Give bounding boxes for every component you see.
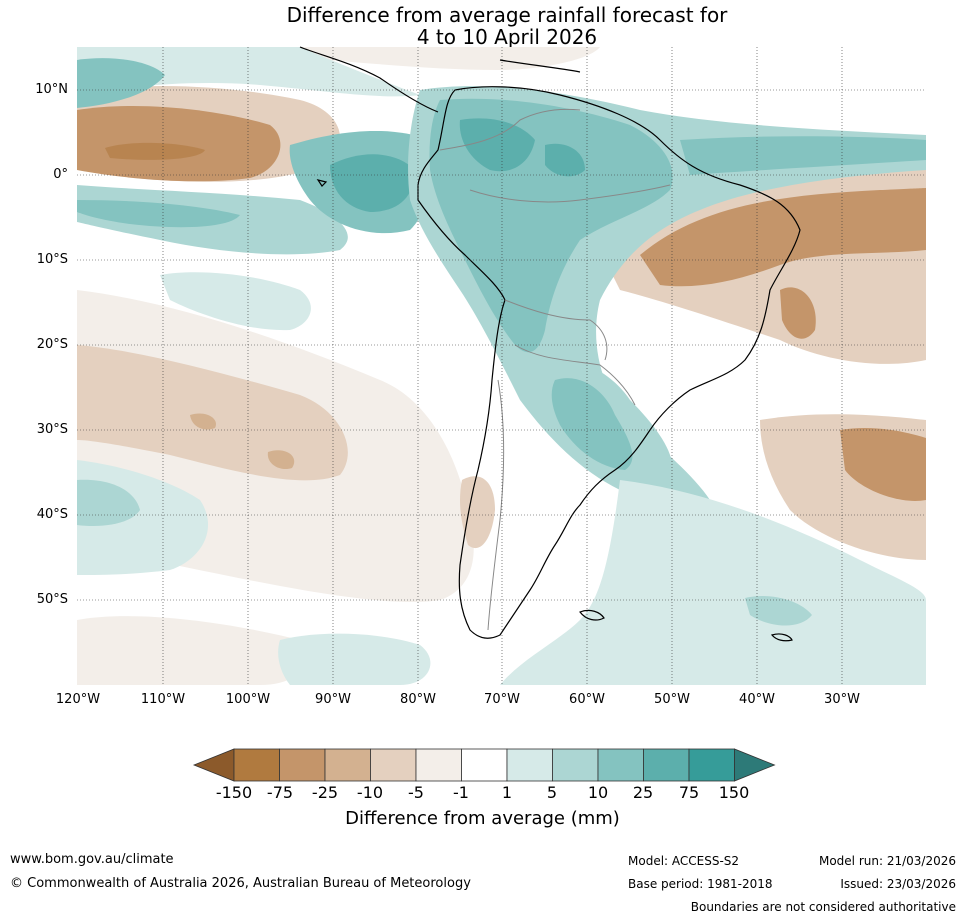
lon-label-120w: 120°W xyxy=(55,692,101,707)
lon-label-50w: 50°W xyxy=(654,692,690,707)
anomaly-wet-south-pacific-patch xyxy=(278,633,431,685)
coastline-cuba xyxy=(499,59,581,73)
colorbar-swatch xyxy=(506,748,553,782)
lat-label-10n: 10°N xyxy=(35,82,68,97)
anomaly-dry-pacific-mid xyxy=(77,345,348,481)
coastline-falklands xyxy=(579,609,605,621)
colorbar-tick-label: 25 xyxy=(632,783,654,802)
lon-label-110w: 110°W xyxy=(140,692,186,707)
borders-group xyxy=(439,108,671,631)
anomaly-wet-east-brazil-band xyxy=(680,136,926,175)
colorbar-swatch xyxy=(552,748,599,782)
footer-model-run: Model run: 21/03/2026 xyxy=(818,854,956,868)
colorbar-tick-label: -1 xyxy=(453,783,469,802)
anomaly-dry-patch-b xyxy=(267,450,295,470)
anomaly-wet-south-atlantic-patch xyxy=(745,595,812,626)
anomaly-dry-chile-south xyxy=(460,476,495,549)
colorbar-swatch xyxy=(688,748,735,782)
coastline-group xyxy=(299,46,801,642)
lat-label-40s: 40°S xyxy=(36,507,68,522)
anomaly-dry-equatorial-pacific-core xyxy=(105,142,205,160)
lat-label-10s: 10°S xyxy=(36,252,68,267)
anomaly-wet-central-pacific xyxy=(160,272,311,331)
colorbar-arrow-right xyxy=(734,748,776,782)
lon-label-80w: 80°W xyxy=(400,692,436,707)
lon-label-90w: 90°W xyxy=(315,692,351,707)
border-3 xyxy=(514,344,636,406)
colorbar-swatch xyxy=(643,748,690,782)
rainfall-map-area xyxy=(77,47,926,685)
anomaly-dry-atlantic-inner xyxy=(640,188,926,287)
anomaly-wet-itcz-east-pacific-core xyxy=(330,154,415,212)
footer-issued: Issued: 23/03/2026 xyxy=(840,877,956,891)
colorbar-title: Difference from average (mm) xyxy=(345,808,620,829)
border-1 xyxy=(469,184,671,203)
colorbar-tick-label: -10 xyxy=(356,783,384,802)
footer-model: Model: ACCESS-S2 xyxy=(628,854,740,868)
anomaly-dry-atlantic-south-core xyxy=(840,427,926,501)
anomaly-wet-equatorial-pacific-core xyxy=(77,200,240,228)
title-line-2: 4 to 10 April 2026 xyxy=(416,25,598,49)
coastline-south-america xyxy=(417,86,801,639)
colorbar-swatch xyxy=(415,748,462,782)
colorbar-tick-label: 1 xyxy=(501,783,513,802)
anomaly-wet-plata-core xyxy=(551,378,633,470)
lat-label-50s: 50°S xyxy=(36,592,68,607)
border-5 xyxy=(439,108,581,151)
colorbar-tick-label: 75 xyxy=(678,783,700,802)
colorbar-tick-label: 150 xyxy=(718,783,750,802)
lon-label-60w: 60°W xyxy=(569,692,605,707)
lat-label-0: 0° xyxy=(53,167,68,182)
lon-label-30w: 30°W xyxy=(824,692,860,707)
map-title: Difference from average rainfall forecas… xyxy=(0,4,965,48)
footer-url[interactable]: www.bom.gov.au/climate xyxy=(10,852,174,867)
anomaly-dry-equatorial-pacific-inner xyxy=(77,105,281,182)
lon-label-40w: 40°W xyxy=(739,692,775,707)
anomaly-wet-northwest-patch xyxy=(77,58,165,108)
coastline-south-georgia xyxy=(770,633,793,642)
footer-boundaries-note: Boundaries are not considered authoritat… xyxy=(690,900,956,914)
graticule xyxy=(77,47,926,685)
anomaly-dry-patch-a xyxy=(190,413,216,430)
colorbar-swatch xyxy=(597,748,644,782)
lon-label-100w: 100°W xyxy=(225,692,271,707)
anomaly-wet-southeast-pacific-core xyxy=(77,479,140,527)
colorbar-swatch xyxy=(461,748,508,782)
colorbar-swatch xyxy=(233,748,280,782)
title-line-1: Difference from average rainfall forecas… xyxy=(286,3,728,27)
lat-label-20s: 20°S xyxy=(36,337,68,352)
anomaly-wet-amazon-core-2 xyxy=(545,143,585,177)
anomaly-wet-south-atlantic xyxy=(500,480,926,685)
colorbar-swatch xyxy=(279,748,326,782)
coastline-galapagos xyxy=(316,179,328,187)
colorbar-tick-label: -150 xyxy=(215,783,253,802)
border-2 xyxy=(504,299,608,361)
colorbar-tick-label: -5 xyxy=(408,783,424,802)
anomaly-wet-amazon-core xyxy=(459,118,535,172)
coastline-central-america xyxy=(299,46,439,113)
colorbar-tick-label: -25 xyxy=(311,783,339,802)
colorbar-arrow-left xyxy=(192,748,235,782)
anomaly-dry-brazil-patch xyxy=(780,287,816,339)
colorbar-tick-label: -75 xyxy=(266,783,294,802)
lon-label-70w: 70°W xyxy=(484,692,520,707)
colorbar-tick-label: 5 xyxy=(546,783,558,802)
colorbar-swatch xyxy=(324,748,371,782)
border-4 xyxy=(487,379,505,631)
footer-copyright: © Commonwealth of Australia 2026, Austra… xyxy=(10,876,471,891)
anomaly-dry-southwest xyxy=(77,616,308,685)
lat-label-30s: 30°S xyxy=(36,422,68,437)
colorbar-tick-label: 10 xyxy=(587,783,609,802)
footer-base-period: Base period: 1981-2018 xyxy=(628,877,773,891)
colorbar xyxy=(192,748,776,782)
colorbar-swatch xyxy=(370,748,417,782)
